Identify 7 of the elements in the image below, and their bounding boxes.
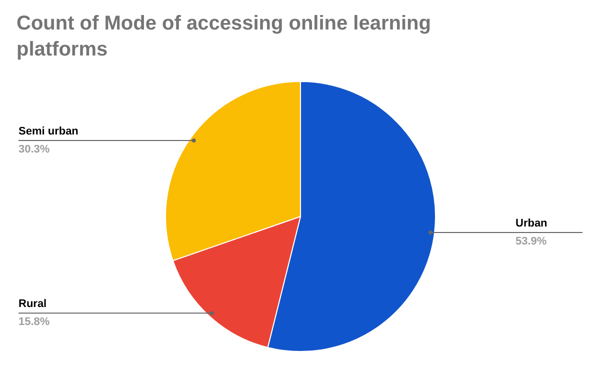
- data-label: 30.3%: [18, 144, 50, 156]
- data-label: 53.9%: [516, 236, 547, 248]
- chart-title: Count of Mode of accessing online learning platforms: [16, 12, 431, 60]
- slice-label: Rural: [18, 298, 47, 310]
- slice-label: Urban: [516, 218, 548, 230]
- slice-label: Semi urban: [18, 126, 79, 138]
- data-label: 15.8%: [18, 316, 50, 328]
